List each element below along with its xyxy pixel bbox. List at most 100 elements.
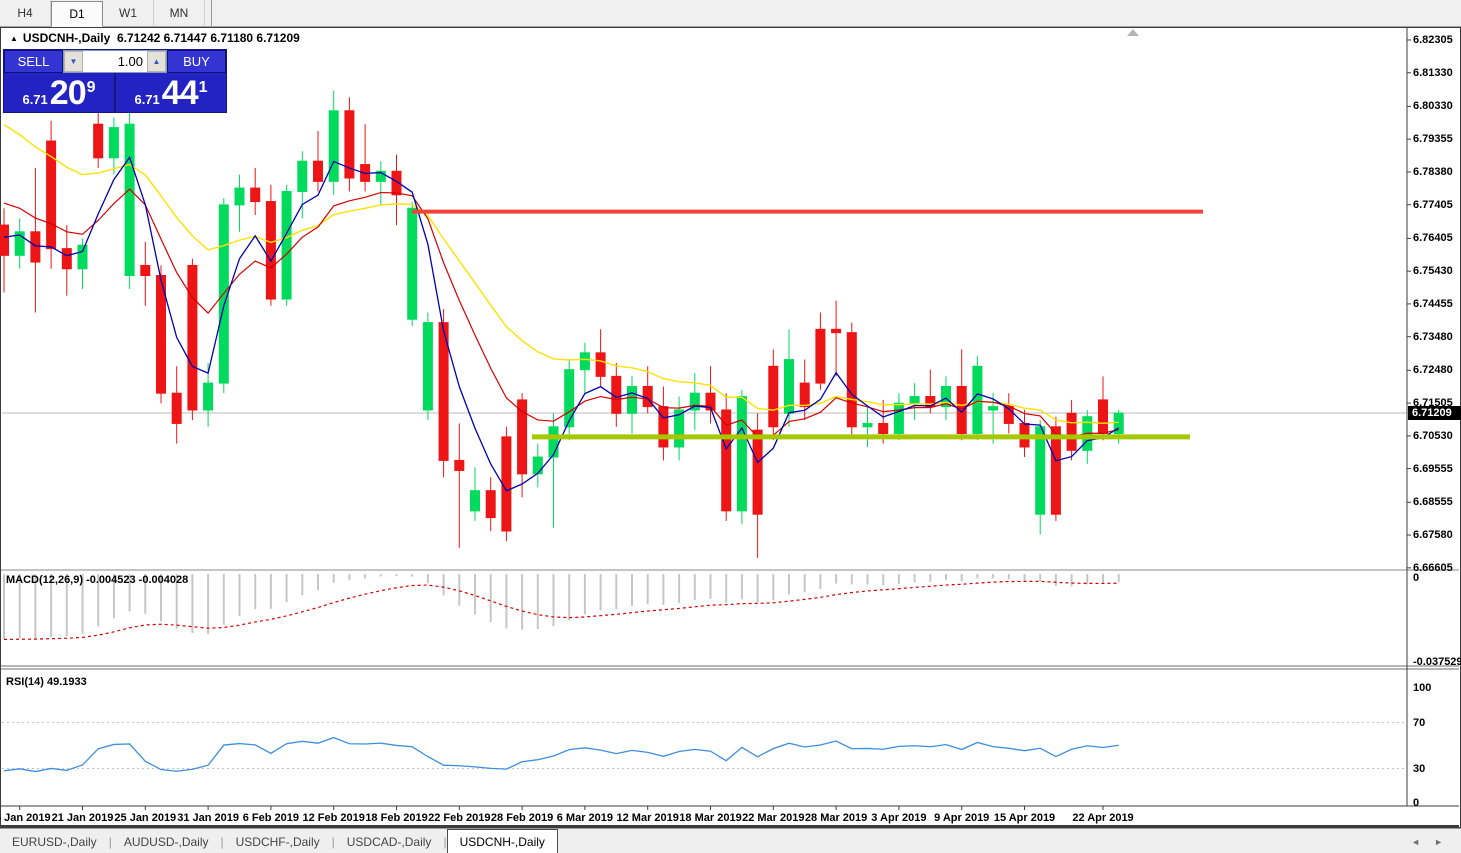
candle-body [564,369,575,428]
symbol-name: USDCNH-,Daily [22,31,111,45]
candle-body [422,322,433,411]
rsi-axis-label: 30 [1413,762,1426,775]
candle-body [799,382,810,408]
timeframe-tab-w1[interactable]: W1 [103,0,154,26]
rsi-axis-label: 100 [1413,682,1432,694]
price-axis-label: 6.69555 [1413,462,1453,475]
candle-body [281,190,292,300]
date-axis-label: 22 Feb 2019 [428,812,491,824]
date-axis-label: 9 Apr 2019 [934,812,990,824]
sell-price-big: 20 [49,74,87,112]
chart-tab-audusd[interactable]: AUDUSD-,Daily [123,835,209,849]
candle-body [1066,412,1077,451]
chart-tab-eurusd[interactable]: EURUSD-,Daily [12,835,97,849]
price-axis-label: 6.72480 [1413,364,1453,377]
timeframe-tab-d1[interactable]: D1 [51,1,103,27]
candle-body [171,392,182,424]
price-axis-label: 6.76405 [1413,232,1453,245]
chart-tab-usdchf[interactable]: USDCHF-,Daily [235,835,320,849]
candle-body [328,110,339,182]
ohlc-values: 6.71242 6.71447 6.71180 6.71209 [116,31,300,45]
candle-body [831,328,842,334]
candle-body [909,396,920,404]
chart-tab-usdcad[interactable]: USDCAD-,Daily [346,835,432,849]
candle-body [108,127,119,159]
price-axis-label: 6.79355 [1413,133,1453,146]
candle-body [941,385,951,408]
date-axis-label: 22 Mar 2019 [742,812,805,824]
date-axis-label: 6 Feb 2019 [242,812,300,824]
price-axis-label: 6.80330 [1413,100,1453,113]
candle-body [454,459,465,472]
candle-body [61,248,72,270]
date-axis-label: 21 Jan 2019 [51,812,114,824]
price-axis-label: 6.68555 [1413,496,1453,509]
ma-fast-blue-line [3,155,1120,492]
price-axis-label: 6.78380 [1413,165,1453,178]
price-axis-label: 6.81330 [1413,66,1453,79]
candle-body [1098,399,1108,435]
candle-body [30,231,41,263]
ma-mid-red-line [3,188,1119,438]
rsi-line [3,736,1119,773]
date-axis-label: 15 Jan 2019 [0,812,51,824]
candle-body [203,382,214,411]
buy-button[interactable]: BUY [167,50,226,73]
candle-body [1035,426,1046,515]
timeframe-tab-h4[interactable]: H4 [0,0,51,26]
sell-quote[interactable]: 6.71 20 9 [4,73,116,112]
price-axis-label: 6.74455 [1413,297,1453,310]
date-axis-label: 3 Apr 2019 [871,812,927,824]
candle-body [627,385,637,414]
chart-tab-separator: | [331,834,335,849]
chart-tab-usdcnh[interactable]: USDCNH-,Daily [446,829,558,853]
volume-increase-icon[interactable]: ▲ [147,51,166,72]
volume-input[interactable]: 1.00 [83,51,147,72]
candle-body [815,328,826,384]
scroll-left-icon[interactable]: ◄ [1411,836,1421,847]
candle-body [77,244,88,270]
candle-body [736,396,747,512]
symbol-marker-icon: ▲ [10,34,18,43]
macd-signal-line [3,580,1119,641]
rsi-label: RSI(14) 49.1933 [6,676,87,688]
volume-spinner: ▼ 1.00 ▲ [63,50,167,73]
candle-body [0,224,9,256]
candle-body [642,385,653,408]
candle-body [140,264,151,277]
macd-axis-label: -0.037529 [1413,656,1461,668]
chart-canvas[interactable] [0,27,1461,828]
price-axis-label: 6.77405 [1413,198,1453,211]
ma-slow-yellow-line [3,123,1119,425]
rsi-axis-label: 70 [1413,716,1426,729]
current-price-tag: 6.71209 [1408,406,1461,420]
candle-body [579,352,590,371]
candle-body [752,429,763,515]
price-axis-label: 6.66605 [1413,561,1453,574]
date-axis-label: 25 Jan 2019 [114,812,177,824]
sell-price-prefix: 6.71 [22,92,48,107]
candle-body [721,409,732,512]
candle-body [375,170,386,182]
timeframe-tab-mn[interactable]: MN [154,0,205,26]
timeframe-bar: H4 D1 W1 MN [0,0,1461,27]
candle-body [124,123,135,277]
price-axis-label: 6.67580 [1413,529,1453,542]
price-axis-label: 6.82305 [1413,34,1453,46]
buy-quote[interactable]: 6.71 44 1 [116,73,226,112]
sell-price-pipette: 9 [86,79,96,96]
candle-body [548,426,559,458]
candle-body [297,160,308,192]
candle-body [846,332,857,428]
candle-body [470,490,480,512]
candle-body [925,396,936,408]
candle-body [768,365,779,428]
buy-price-pipette: 1 [198,79,208,96]
volume-decrease-icon[interactable]: ▼ [64,51,83,72]
macd-label: MACD(12,26,9) -0.004523 -0.004028 [6,574,189,586]
candle-body [705,392,716,411]
sell-button[interactable]: SELL [4,50,63,73]
candle-body [595,352,606,377]
scroll-right-icon[interactable]: ► [1434,836,1443,847]
candle-body [893,402,904,435]
